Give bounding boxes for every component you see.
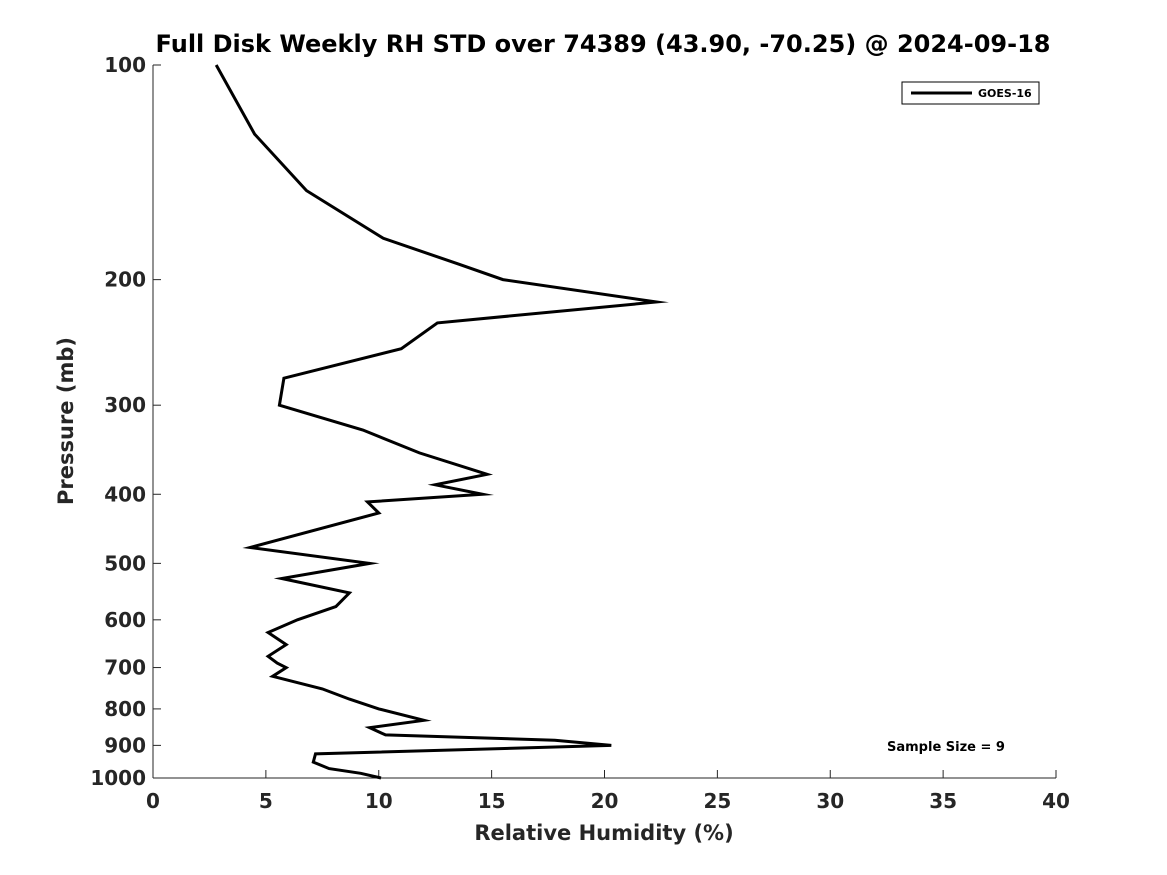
y-tick-label: 600: [104, 608, 146, 632]
legend-entry-goes-16: GOES-16: [978, 87, 1032, 100]
y-tick-label: 900: [104, 733, 146, 757]
y-tick-label: 300: [104, 393, 146, 417]
y-tick-label: 1000: [90, 766, 146, 790]
x-tick-label: 40: [1042, 789, 1070, 813]
series-layer: [214, 64, 669, 780]
x-tick-label: 5: [259, 789, 273, 813]
y-tick-label: 100: [104, 53, 146, 77]
x-axis-label: Relative Humidity (%): [474, 821, 733, 845]
y-tick-label: 200: [104, 268, 146, 292]
x-tick-label: 0: [146, 789, 160, 813]
y-tick-label: 700: [104, 656, 146, 680]
y-axis-label: Pressure (mb): [54, 337, 78, 505]
y-tick-label: 800: [104, 697, 146, 721]
x-tick-label: 15: [478, 789, 506, 813]
x-tick-label: 25: [703, 789, 731, 813]
x-tick-label: 35: [929, 789, 957, 813]
x-tick-label: 10: [365, 789, 393, 813]
x-tick-label: 20: [591, 789, 619, 813]
y-tick-label: 500: [104, 551, 146, 575]
legend: GOES-16: [901, 81, 1040, 105]
sample-size-annotation: Sample Size = 9: [887, 740, 1005, 755]
y-tick-label: 400: [104, 482, 146, 506]
series-line-goes-16: [214, 64, 669, 780]
y-ticks: 100 200 300 400 500 600 700 800 900 1000: [90, 53, 161, 790]
chart-title: Full Disk Weekly RH STD over 74389 (43.9…: [156, 30, 1051, 58]
x-ticks: 0 5 10 15 20 25 30 35 40: [146, 770, 1070, 813]
x-tick-label: 30: [816, 789, 844, 813]
